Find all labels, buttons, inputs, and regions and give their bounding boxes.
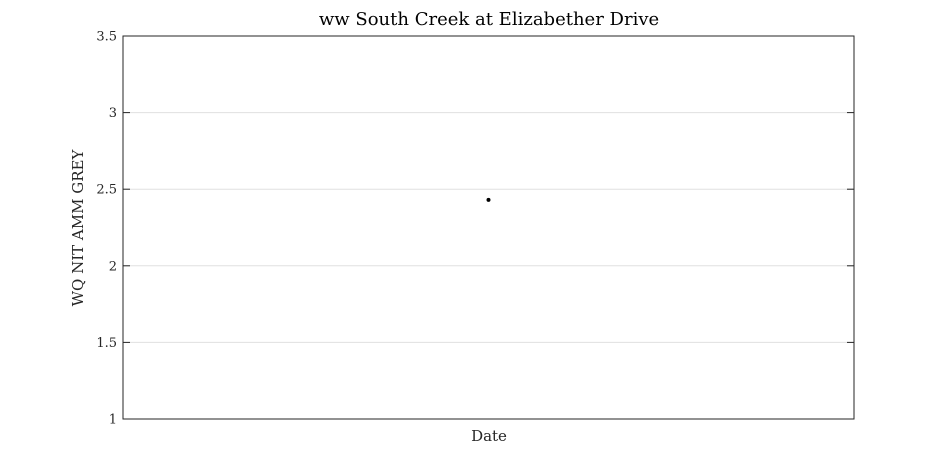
grid-lines (123, 112, 854, 343)
y-tick-label: 2 (109, 259, 117, 274)
y-tick-label: 2.5 (96, 183, 117, 198)
y-tick-label: 1.5 (96, 336, 117, 351)
y-tick-label: 1 (109, 413, 117, 428)
y-axis-label: WQ NIT AMM GREY (69, 149, 87, 307)
y-axis-ticks: 1 1.5 2 2.5 3 3.5 (96, 30, 854, 428)
data-points (486, 197, 491, 202)
y-tick-label: 3 (109, 106, 117, 121)
plot-area-frame (122, 35, 855, 420)
data-point (486, 197, 491, 202)
x-axis-label: Date (471, 427, 507, 445)
chart-title: ww South Creek at Elizabether Drive (319, 9, 659, 30)
y-tick-label: 3.5 (96, 30, 117, 45)
